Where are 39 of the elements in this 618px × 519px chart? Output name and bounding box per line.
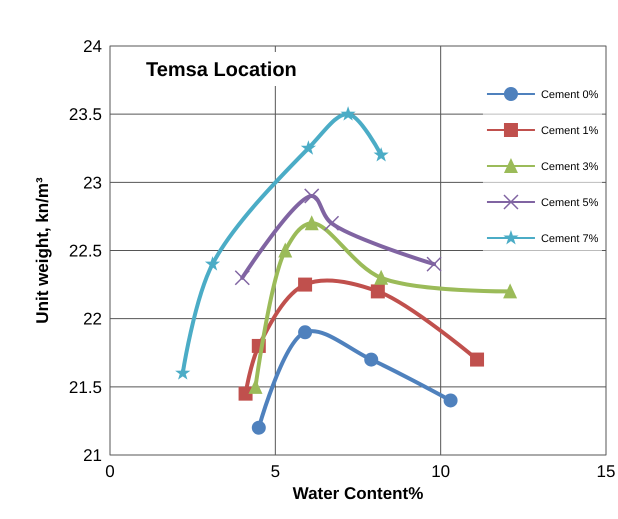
- point: [238, 386, 253, 401]
- point: [324, 215, 340, 231]
- point: [426, 256, 442, 272]
- point: [204, 256, 220, 271]
- point: [278, 242, 292, 258]
- legend-label: Cement 1%: [540, 125, 599, 137]
- point: [234, 270, 250, 286]
- point: [304, 188, 320, 204]
- legend-label: Cement 3%: [540, 161, 599, 173]
- y-axis-title: Unit weight, kn/m³: [33, 176, 52, 324]
- x-tick-label: 10: [431, 462, 450, 481]
- point: [304, 215, 319, 230]
- y-tick-label: 23: [83, 173, 102, 192]
- x-axis-title: Water Content%: [292, 484, 424, 503]
- x-tick-label: 0: [105, 462, 115, 481]
- point: [340, 106, 356, 121]
- point: [300, 140, 316, 155]
- x-tick-label: 5: [270, 462, 280, 481]
- point: [370, 284, 385, 298]
- point: [444, 393, 458, 408]
- legend-label: Cement 7%: [540, 233, 599, 245]
- point: [470, 352, 484, 367]
- y-tick-label: 22.5: [68, 242, 102, 260]
- point: [503, 283, 518, 298]
- point: [364, 352, 378, 367]
- y-tick-label: 24: [83, 37, 102, 56]
- point: [374, 270, 388, 285]
- x-tick-label: 15: [596, 462, 616, 481]
- y-tick-label: 21.5: [68, 378, 102, 397]
- point: [298, 278, 312, 292]
- y-tick-label: 22: [83, 310, 102, 329]
- point: [374, 147, 389, 162]
- legend-label: Cement 0%: [540, 89, 599, 101]
- point: [298, 325, 312, 340]
- text: Temsa Location: [146, 59, 297, 81]
- legend-label: Cement 5%: [540, 197, 599, 209]
- y-tick-label: 21: [83, 446, 102, 465]
- point: [252, 420, 266, 435]
- y-tick-label: 23.5: [68, 105, 102, 124]
